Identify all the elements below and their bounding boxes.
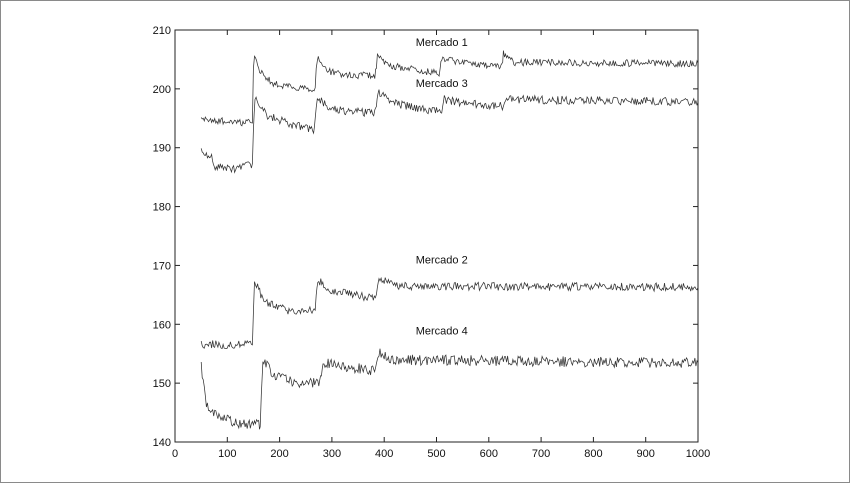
series-line-mercado-3 bbox=[200, 89, 699, 174]
x-tick-label: 800 bbox=[584, 448, 602, 460]
axis-ticks: 0 100 200 300 400 500 600 700 800 900 1000 140 150 16… bbox=[153, 25, 711, 460]
x-tick-label: 100 bbox=[218, 448, 236, 460]
series-label-mercado-3: Mercado 3 bbox=[416, 78, 468, 90]
y-tick-label: 200 bbox=[153, 84, 171, 96]
series-label-mercado-2: Mercado 2 bbox=[416, 255, 468, 267]
x-tick-label: 1000 bbox=[686, 448, 710, 460]
series-line-mercado-1 bbox=[200, 50, 699, 127]
x-tick-label: 500 bbox=[427, 448, 445, 460]
series-layer bbox=[200, 50, 699, 430]
y-tick-label: 210 bbox=[153, 25, 171, 37]
plot-box bbox=[174, 29, 699, 443]
series-labels: Mercado 1 Mercado 3 Mercado 2 Mercado 4 bbox=[416, 37, 468, 337]
y-tick-label: 170 bbox=[153, 260, 171, 272]
series-label-mercado-4: Mercado 4 bbox=[416, 325, 468, 337]
x-tick-label: 200 bbox=[270, 448, 288, 460]
y-tick-label: 150 bbox=[153, 378, 171, 390]
series-label-mercado-1: Mercado 1 bbox=[416, 37, 468, 49]
x-tick-label: 300 bbox=[323, 448, 341, 460]
axes bbox=[174, 29, 699, 443]
y-tick-label: 180 bbox=[153, 202, 171, 214]
y-tick-label: 190 bbox=[153, 143, 171, 155]
y-tick-label: 140 bbox=[153, 437, 171, 449]
x-tick-label: 700 bbox=[532, 448, 550, 460]
series-line-mercado-4 bbox=[200, 348, 699, 430]
x-tick-label: 0 bbox=[172, 448, 178, 460]
x-tick-label: 900 bbox=[637, 448, 655, 460]
x-tick-label: 600 bbox=[480, 448, 498, 460]
y-tick-label: 160 bbox=[153, 319, 171, 331]
x-tick-label: 400 bbox=[375, 448, 393, 460]
series-line-mercado-2 bbox=[200, 276, 699, 350]
